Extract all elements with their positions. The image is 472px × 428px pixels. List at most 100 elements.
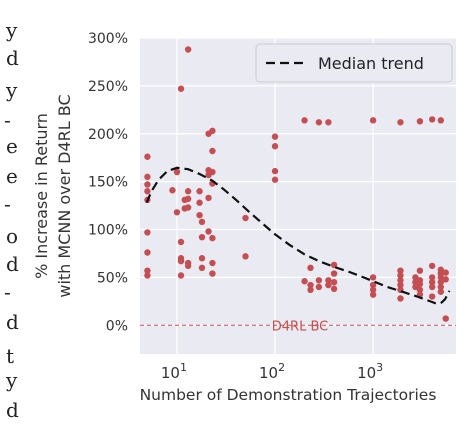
data-point (144, 181, 151, 188)
data-point (315, 119, 323, 126)
data-point (369, 117, 377, 124)
data-point (307, 286, 314, 294)
data-point (173, 168, 181, 176)
margin-glyph: - (4, 192, 11, 216)
data-point (144, 229, 151, 236)
data-point (442, 269, 449, 276)
data-point (428, 293, 436, 300)
data-point (397, 272, 404, 279)
data-point (184, 188, 192, 195)
data-point (196, 211, 203, 219)
x-axis-label: Number of Demonstration Trajectories (140, 386, 437, 404)
data-point (428, 116, 436, 123)
data-point (325, 277, 332, 284)
data-point (428, 278, 436, 286)
y-axis-label: % Increase in Return with MCNN over D4RL … (32, 94, 74, 297)
y-tick-label: 50% (97, 270, 128, 286)
data-point (209, 168, 216, 176)
baseline-layer: D4RL BC (140, 319, 456, 334)
data-point (437, 288, 445, 295)
legend-box (255, 43, 453, 83)
y-tick-labels: 0% 50% 100% 150% 200% 250% 300% (88, 31, 128, 334)
data-point (369, 291, 377, 298)
data-point (301, 278, 308, 285)
margin-glyph: d (6, 398, 19, 422)
plot-background (140, 38, 456, 354)
data-point (271, 167, 279, 175)
data-point (198, 218, 206, 226)
x-tick-label: 103 (357, 361, 383, 382)
data-point (416, 267, 424, 274)
margin-glyph: o (6, 224, 19, 248)
data-point (437, 117, 445, 124)
data-point (177, 238, 185, 246)
data-point (144, 188, 151, 195)
data-point (437, 278, 445, 286)
data-point (330, 285, 338, 293)
data-point (437, 283, 445, 291)
data-point (177, 85, 185, 92)
data-point (144, 272, 151, 279)
data-point (209, 127, 216, 135)
data-point (397, 277, 404, 284)
y-tick-label: 300% (88, 31, 128, 47)
data-point (144, 249, 151, 256)
data-point (397, 119, 404, 126)
data-point (325, 119, 332, 126)
data-point (325, 281, 332, 289)
data-point (397, 281, 404, 289)
data-point (144, 173, 151, 181)
data-point (416, 280, 424, 288)
margin-glyph: d (6, 310, 19, 334)
data-point (416, 286, 424, 294)
data-point (442, 276, 449, 283)
data-point (144, 267, 151, 274)
y-tick-label: 0% (106, 318, 128, 334)
data-point (315, 277, 323, 284)
data-point (144, 153, 151, 160)
data-point (198, 264, 206, 272)
y-tick-label: 150% (88, 175, 128, 191)
y-tick-label: 250% (88, 79, 128, 95)
margin-glyph: d (6, 46, 19, 70)
x-tick-label: 101 (161, 361, 187, 382)
y-axis-label-line: with MCNN over D4RL BC (55, 94, 74, 297)
data-point (315, 283, 323, 291)
data-point (442, 315, 449, 322)
data-point (177, 257, 185, 265)
x-tick-labels: 101 102 103 (161, 361, 383, 382)
data-point (209, 147, 216, 155)
data-point (369, 281, 377, 289)
data-point (209, 270, 216, 277)
data-point (307, 264, 314, 272)
data-point (330, 278, 338, 286)
data-points (144, 46, 449, 322)
margin-glyph: - (4, 280, 11, 304)
median-trend-layer (145, 166, 451, 305)
legend: Median trend (255, 43, 453, 83)
data-point (184, 262, 192, 270)
data-point (184, 46, 192, 53)
data-point (242, 214, 249, 222)
data-point (428, 283, 436, 291)
data-point (177, 272, 185, 279)
margin-glyph: e (6, 164, 18, 188)
data-point (428, 274, 436, 281)
data-point (397, 267, 404, 274)
margin-glyph: - (4, 108, 11, 132)
data-point (369, 274, 377, 281)
data-point (369, 286, 377, 294)
y-axis-label-line: % Increase in Return (32, 113, 51, 279)
data-point (428, 262, 436, 270)
data-point (205, 228, 212, 235)
margin-glyph: y (6, 18, 18, 42)
data-point (271, 176, 279, 183)
data-point (184, 195, 192, 203)
data-point (169, 187, 176, 194)
data-point (271, 143, 279, 150)
data-point (209, 259, 216, 267)
data-point (209, 234, 216, 242)
data-point (307, 281, 314, 289)
